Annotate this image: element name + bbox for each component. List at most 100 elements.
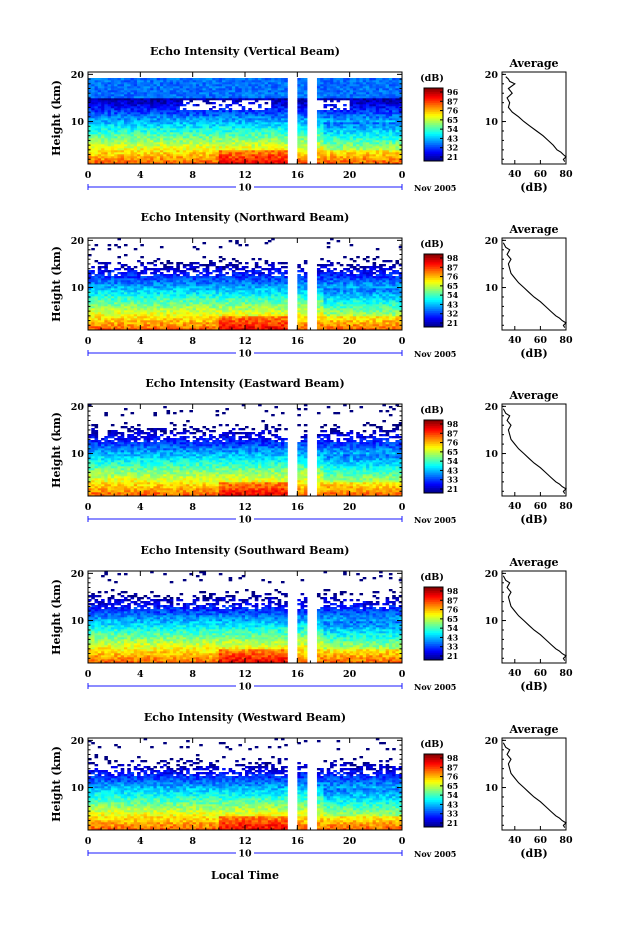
heatmap-cell	[376, 158, 380, 160]
heatmap-cell	[160, 150, 164, 152]
heatmap-cell	[167, 84, 171, 86]
heatmap-cell	[101, 156, 105, 158]
heatmap-cell	[225, 150, 229, 152]
heatmap-cell	[274, 136, 278, 138]
heatmap-cell	[238, 150, 242, 152]
heatmap-cell	[261, 110, 265, 112]
heatmap-cell	[389, 142, 393, 144]
heatmap-cell	[245, 96, 249, 98]
heatmap-cell	[245, 128, 249, 130]
heatmap-cell	[186, 130, 190, 132]
heatmap-cell	[183, 140, 187, 142]
heatmap-cell	[104, 316, 108, 318]
heatmap-cell	[373, 112, 377, 114]
heatmap-cell	[127, 134, 131, 136]
heatmap-cell	[225, 96, 229, 98]
heatmap-cell	[363, 88, 367, 90]
heatmap-cell	[160, 284, 164, 286]
heatmap-cell	[180, 294, 184, 296]
heatmap-cell	[137, 274, 141, 276]
heatmap-cell	[376, 132, 380, 134]
heatmap-cell	[104, 130, 108, 132]
heatmap-cell	[284, 150, 288, 152]
heatmap-cell	[376, 140, 380, 142]
heatmap-cell	[274, 138, 278, 140]
heatmap-cell	[134, 322, 138, 324]
heatmap-cell	[88, 122, 92, 124]
heatmap-cell	[163, 158, 167, 160]
heatmap-cell	[281, 98, 285, 100]
heatmap-cell	[222, 98, 226, 100]
heatmap-cell	[369, 120, 373, 122]
heatmap-cell	[327, 116, 331, 118]
heatmap-cell	[131, 96, 135, 98]
heatmap-cell	[117, 128, 121, 130]
heatmap-cell	[117, 118, 121, 120]
heatmap-cell	[150, 136, 154, 138]
heatmap-cell	[196, 296, 200, 298]
heatmap-cell	[131, 84, 135, 86]
heatmap-cell	[199, 130, 203, 132]
heatmap-cell	[337, 114, 341, 116]
heatmap-cell	[124, 144, 128, 146]
heatmap-cells	[88, 78, 402, 164]
heatmap-cell	[202, 92, 206, 94]
heatmap-cell	[278, 150, 282, 152]
heatmap-cell	[88, 274, 92, 276]
heatmap-cell	[98, 306, 102, 308]
heatmap-cell	[255, 156, 259, 158]
heatmap-cell	[98, 280, 102, 282]
heatmap-cell	[108, 86, 112, 88]
heatmap-cell	[173, 320, 177, 322]
heatmap-cell	[147, 280, 151, 282]
heatmap-cell	[167, 290, 171, 292]
heatmap-cell	[140, 142, 144, 144]
heatmap-cell	[121, 82, 125, 84]
heatmap-cell	[340, 144, 344, 146]
heatmap-cell	[278, 154, 282, 156]
heatmap-cell	[111, 304, 115, 306]
heatmap-cell	[144, 286, 148, 288]
heatmap-cell	[173, 156, 177, 158]
panel-title: Echo Intensity (Northward Beam)	[141, 211, 350, 224]
heatmap-cell	[395, 100, 399, 102]
heatmap-cell	[153, 104, 157, 106]
heatmap-cell	[255, 148, 259, 150]
heatmap-cell	[350, 94, 354, 96]
heatmap-cell	[117, 88, 121, 90]
heatmap-cell	[252, 110, 256, 112]
heatmap-cell	[386, 92, 390, 94]
heatmap-cell	[261, 84, 265, 86]
heatmap-cell	[222, 154, 226, 156]
heatmap-cell	[121, 136, 125, 138]
heatmap-cell	[389, 150, 393, 152]
heatmap-cell	[212, 110, 216, 112]
heatmap-cell	[245, 160, 249, 162]
heatmap-cell	[193, 284, 197, 286]
heatmap-cell	[137, 312, 141, 314]
heatmap-cell	[180, 272, 184, 274]
heatmap-cell	[206, 120, 210, 122]
heatmap-cell	[173, 132, 177, 134]
heatmap-cell	[376, 100, 380, 102]
heatmap-cell	[117, 246, 121, 248]
heatmap-cell	[91, 146, 95, 148]
heatmap-cell	[160, 142, 164, 144]
heatmap-cell	[206, 118, 210, 120]
heatmap-cell	[157, 90, 161, 92]
heatmap-cell	[238, 110, 242, 112]
heatmap-cell	[248, 158, 252, 160]
heatmap-cell	[271, 80, 275, 82]
heatmap-cell	[160, 278, 164, 280]
heatmap-cell	[160, 306, 164, 308]
heatmap-cell	[95, 108, 99, 110]
heatmap-cell	[160, 298, 164, 300]
heatmap-cell	[382, 86, 386, 88]
heatmap-cell	[392, 82, 396, 84]
heatmap-cell	[395, 160, 399, 162]
heatmap-cell	[189, 96, 193, 98]
heatmap-cell	[248, 98, 252, 100]
heatmap-cell	[147, 276, 151, 278]
heatmap-cell	[137, 300, 141, 302]
heatmap-cell	[271, 88, 275, 90]
